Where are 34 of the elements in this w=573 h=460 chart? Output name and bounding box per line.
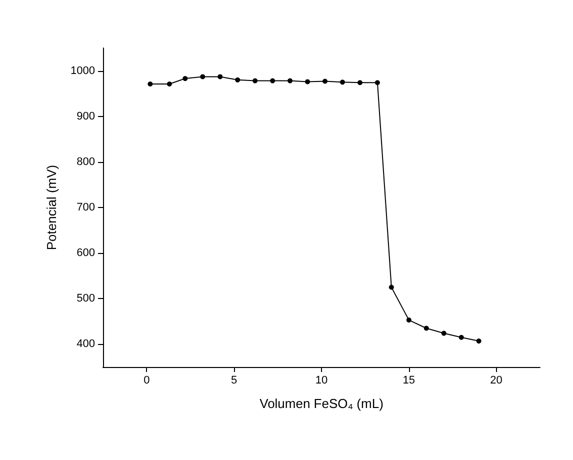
point	[148, 82, 153, 86]
point	[357, 80, 362, 86]
x-tick-label: 20	[490, 374, 502, 386]
point	[340, 80, 345, 85]
point	[270, 78, 276, 84]
x-tick-label: 15	[402, 374, 416, 386]
x-tick-label: 5	[231, 374, 238, 386]
point	[305, 79, 310, 84]
y-tick-label: 500	[76, 292, 95, 305]
y-tick-label: 400	[76, 338, 95, 350]
point	[200, 74, 206, 80]
point	[424, 326, 429, 331]
point	[235, 77, 240, 82]
x-axis-title: Volumen FeSO₄ (mL)	[260, 396, 384, 411]
point	[374, 80, 380, 86]
y-tick-label: 600	[76, 247, 95, 260]
point	[458, 334, 464, 340]
point	[252, 78, 258, 84]
point	[182, 76, 188, 82]
y-tick-label: 1000	[70, 64, 95, 77]
point	[218, 74, 223, 80]
point	[322, 78, 328, 84]
y-tick-label: 700	[76, 202, 95, 214]
x-tick-label: 0	[144, 374, 150, 386]
point	[166, 82, 172, 86]
point	[406, 318, 412, 323]
point	[441, 330, 446, 336]
x-tick-label: 10	[315, 374, 328, 386]
y-tick-label: 800	[76, 156, 95, 168]
y-tick-label: 900	[76, 110, 95, 122]
point	[388, 284, 394, 290]
y-axis-title: Potencial (mV)	[44, 164, 59, 250]
point	[288, 78, 293, 84]
point	[476, 338, 482, 344]
